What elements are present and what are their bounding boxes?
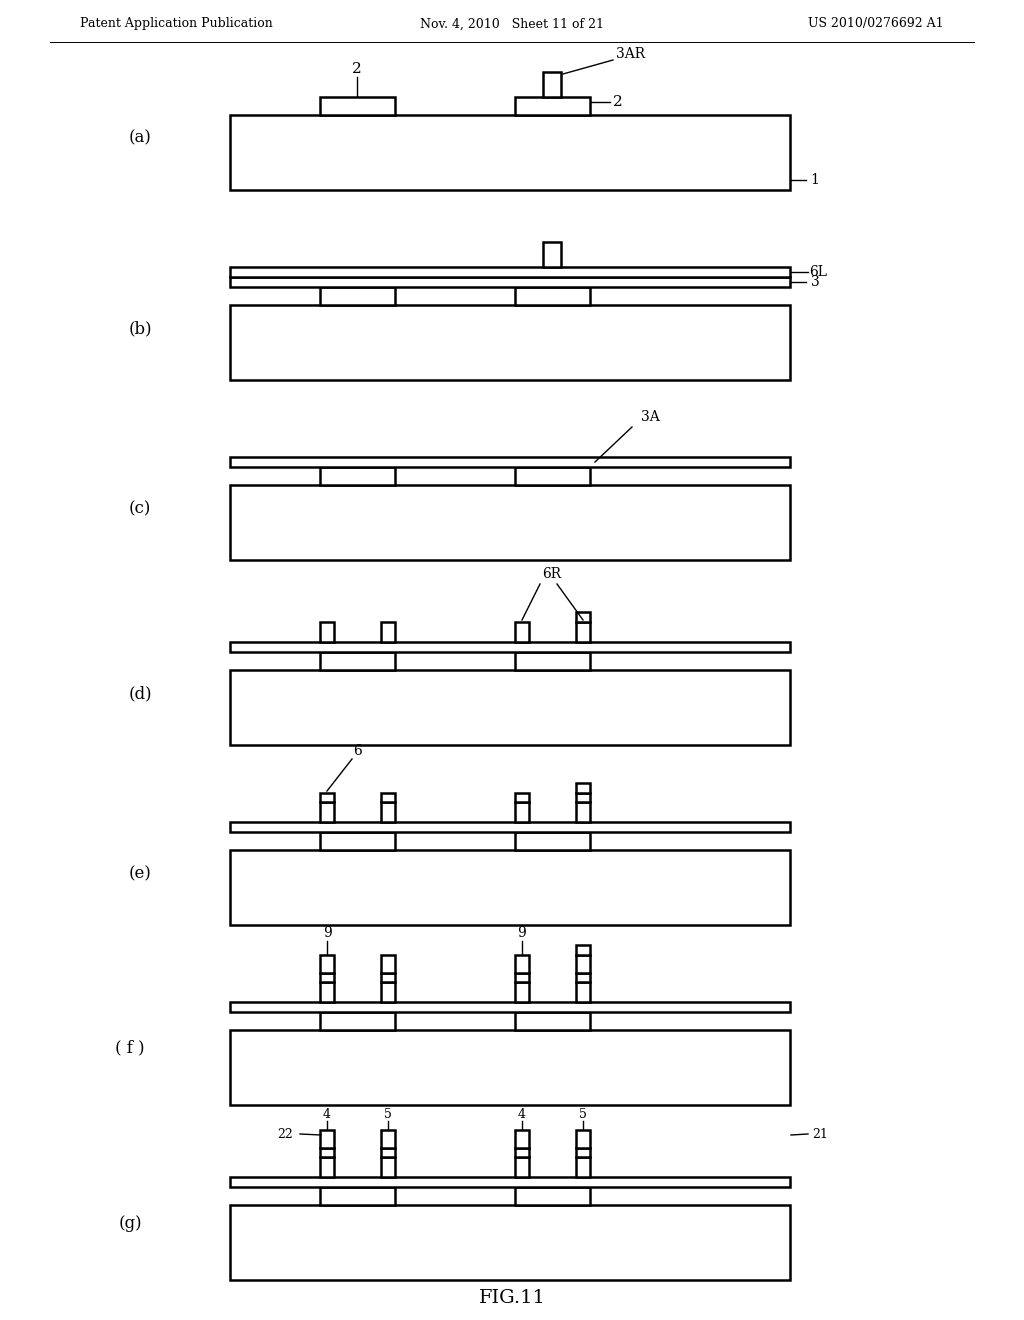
Bar bbox=[319, 832, 395, 850]
Bar bbox=[319, 1187, 395, 1205]
Bar bbox=[575, 612, 590, 622]
Bar bbox=[319, 1012, 395, 1030]
Bar bbox=[230, 277, 790, 286]
Text: 21: 21 bbox=[812, 1127, 828, 1140]
Bar bbox=[319, 1158, 334, 1177]
Bar bbox=[319, 467, 395, 484]
Text: 3: 3 bbox=[811, 275, 819, 289]
Bar bbox=[381, 1148, 395, 1158]
Bar bbox=[515, 1158, 529, 1177]
Bar bbox=[230, 850, 790, 925]
Bar bbox=[319, 622, 334, 642]
Bar bbox=[230, 1177, 790, 1187]
Bar bbox=[515, 803, 529, 822]
Bar bbox=[381, 1158, 395, 1177]
Bar bbox=[515, 1148, 529, 1158]
Bar bbox=[381, 803, 395, 822]
Text: 9: 9 bbox=[517, 927, 526, 940]
Bar bbox=[230, 671, 790, 744]
Bar bbox=[575, 1130, 590, 1148]
Text: (e): (e) bbox=[129, 866, 152, 883]
Bar bbox=[515, 954, 529, 973]
Text: (g): (g) bbox=[118, 1214, 141, 1232]
Text: Nov. 4, 2010   Sheet 11 of 21: Nov. 4, 2010 Sheet 11 of 21 bbox=[420, 17, 604, 30]
Bar bbox=[515, 1187, 590, 1205]
Text: (b): (b) bbox=[128, 321, 152, 338]
Bar bbox=[575, 954, 590, 973]
Bar bbox=[515, 832, 590, 850]
Text: 6L: 6L bbox=[809, 265, 827, 279]
Bar bbox=[575, 803, 590, 822]
Bar bbox=[319, 803, 334, 822]
Bar bbox=[319, 1148, 334, 1158]
Bar bbox=[381, 622, 395, 642]
Bar bbox=[515, 96, 590, 115]
Text: FIG.11: FIG.11 bbox=[478, 1290, 546, 1307]
Bar bbox=[575, 1158, 590, 1177]
Bar bbox=[575, 1148, 590, 1158]
Text: (a): (a) bbox=[129, 129, 152, 147]
Bar bbox=[319, 793, 334, 803]
Bar bbox=[319, 973, 334, 982]
Text: 5: 5 bbox=[384, 1107, 392, 1121]
Bar bbox=[230, 1002, 790, 1012]
Bar bbox=[515, 793, 529, 803]
Text: US 2010/0276692 A1: US 2010/0276692 A1 bbox=[808, 17, 944, 30]
Bar bbox=[319, 954, 334, 973]
Text: 9: 9 bbox=[323, 927, 332, 940]
Bar bbox=[230, 822, 790, 832]
Bar bbox=[515, 1130, 529, 1148]
Bar bbox=[319, 96, 395, 115]
Bar bbox=[515, 286, 590, 305]
Bar bbox=[381, 1130, 395, 1148]
Text: 3AR: 3AR bbox=[616, 48, 645, 61]
Text: 6R: 6R bbox=[543, 568, 561, 581]
Bar bbox=[230, 484, 790, 560]
Bar bbox=[381, 973, 395, 982]
Text: 3A: 3A bbox=[641, 411, 659, 424]
Bar bbox=[230, 267, 790, 277]
Bar bbox=[575, 622, 590, 642]
Bar bbox=[515, 1012, 590, 1030]
Bar bbox=[575, 793, 590, 803]
Bar bbox=[230, 115, 790, 190]
Bar bbox=[319, 1130, 334, 1148]
Text: 1: 1 bbox=[811, 173, 819, 187]
Bar bbox=[543, 73, 561, 96]
Bar bbox=[319, 286, 395, 305]
Bar bbox=[515, 467, 590, 484]
Bar bbox=[381, 982, 395, 1002]
Bar bbox=[515, 652, 590, 671]
Text: 4: 4 bbox=[518, 1107, 526, 1121]
Text: 5: 5 bbox=[579, 1107, 587, 1121]
Text: 4: 4 bbox=[323, 1107, 331, 1121]
Bar bbox=[575, 982, 590, 1002]
Text: 22: 22 bbox=[278, 1127, 293, 1140]
Bar bbox=[515, 622, 529, 642]
Bar bbox=[230, 305, 790, 380]
Bar bbox=[230, 457, 790, 467]
Bar bbox=[575, 945, 590, 954]
Text: (c): (c) bbox=[129, 500, 152, 517]
Text: 6: 6 bbox=[352, 744, 361, 758]
Text: 2: 2 bbox=[352, 62, 361, 77]
Text: (d): (d) bbox=[128, 685, 152, 702]
Bar bbox=[230, 642, 790, 652]
Bar bbox=[319, 652, 395, 671]
Bar bbox=[381, 954, 395, 973]
Bar bbox=[319, 982, 334, 1002]
Bar bbox=[543, 242, 561, 267]
Text: Patent Application Publication: Patent Application Publication bbox=[80, 17, 272, 30]
Bar bbox=[381, 793, 395, 803]
Bar bbox=[515, 973, 529, 982]
Bar bbox=[230, 1030, 790, 1105]
Bar bbox=[230, 1205, 790, 1280]
Bar bbox=[515, 982, 529, 1002]
Bar bbox=[575, 973, 590, 982]
Text: ( f ): ( f ) bbox=[115, 1040, 144, 1056]
Text: 2: 2 bbox=[613, 95, 623, 110]
Bar bbox=[575, 783, 590, 793]
